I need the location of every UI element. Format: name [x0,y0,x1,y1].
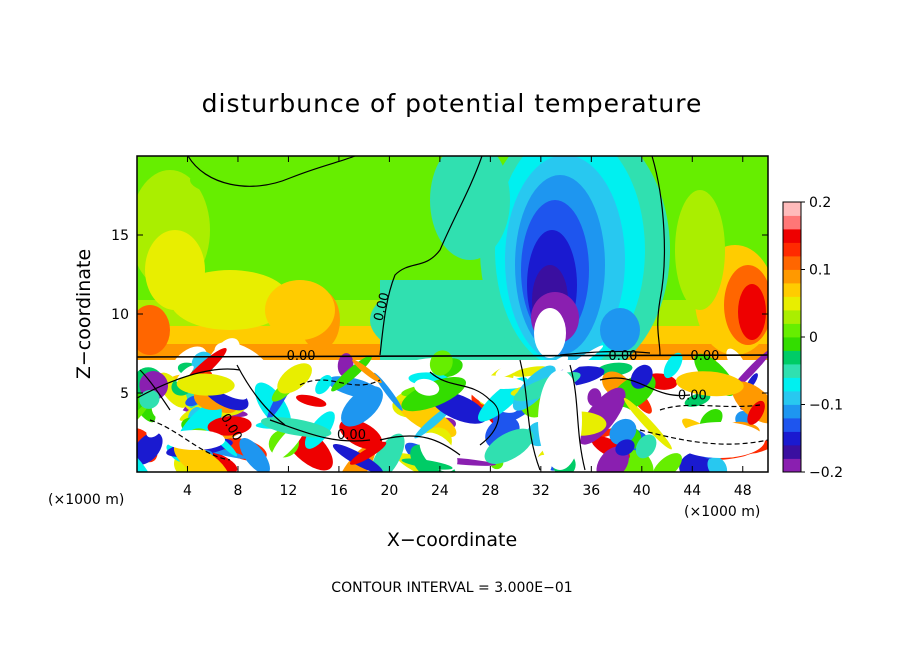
x-axis-label: X−coordinate [387,529,517,551]
colorbar-tick-label: 0.1 [809,263,831,279]
colorbar-swatch [783,377,801,392]
colorbar-swatch [783,418,801,432]
x-tick-label: 24 [431,483,449,499]
colorbar-swatch [783,350,801,365]
colorbar-swatch [783,445,801,459]
y-tick-label: 15 [111,228,129,244]
x-tick-label: 4 [183,483,192,499]
colorbar-swatch [783,269,801,284]
x-axis-ticks: 4 8 12 16 20 24 28 32 36 40 44 48 [183,156,752,499]
colorbar-swatch [783,202,801,216]
x-tick-label: 44 [683,483,701,499]
colorbar-swatch [783,404,801,419]
colorbar-swatch [783,310,801,324]
x-tick-label: 12 [280,483,298,499]
contour-label: 0.00 [608,349,637,364]
colorbar-tick-label: −0.1 [809,398,843,414]
y-tick-label: 5 [120,386,129,402]
x-tick-label: 8 [233,483,242,499]
colorbar-swatch [783,364,801,378]
colorbar-tick-label: −0.2 [809,465,843,481]
colorbar-swatch [783,296,801,311]
x-tick-label: 20 [380,483,398,499]
colorbar-swatch [783,256,801,270]
colorbar-swatch [783,242,801,257]
colorbar-swatch [783,391,801,405]
y-tick-label: 10 [111,307,129,323]
colorbar-swatch [783,323,801,338]
y-axis-ticks: 5 10 15 [111,228,768,402]
contour-label: 0.00 [690,349,719,364]
colorbar-swatch [783,215,801,230]
contour-label: 0.00 [371,291,393,323]
contour-interval-note: CONTOUR INTERVAL = 3.000E−01 [331,580,572,596]
x-tick-label: 48 [734,483,752,499]
contour-lines [137,156,768,471]
x-tick-label: 36 [582,483,600,499]
temperature-field [137,156,768,472]
x-tick-label: 16 [330,483,348,499]
colorbar-swatch [783,458,801,473]
colorbar-swatch [783,337,801,351]
colorbar-swatch [783,431,801,446]
contour-label: 0.00 [678,388,707,403]
plot-area: 0.000.000.000.000.000.000.00 [136,155,769,473]
x-tick-label: 28 [481,483,499,499]
x-tick-label: 32 [532,483,550,499]
colorbar-swatch [783,283,801,297]
contour-label: 0.00 [287,349,316,364]
colorbar-tick-label: 0 [809,330,818,346]
colorbar: 0.2 0.1 0 −0.1 −0.2 [782,195,843,481]
x-unit-label-left: (×1000 m) [48,492,124,508]
y-axis-label: Z−coordinate [73,249,95,379]
colorbar-tick-label: 0.2 [809,195,831,211]
colorbar-swatch [783,229,801,243]
contour-label: 0.00 [337,428,366,443]
x-tick-label: 40 [633,483,651,499]
chart-title: disturbunce of potential temperature [202,89,703,118]
x-unit-label-right: (×1000 m) [684,504,760,520]
